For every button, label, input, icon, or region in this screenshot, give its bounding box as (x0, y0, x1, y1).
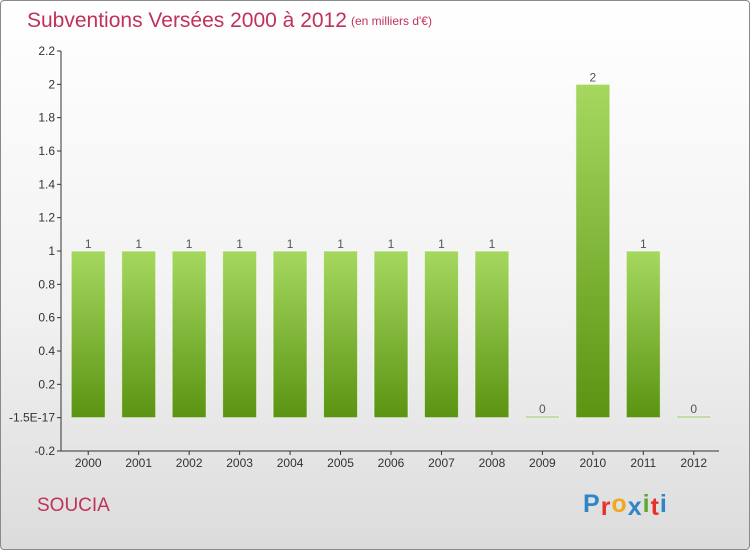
data-label-2008: 1 (489, 237, 496, 251)
y-tick-label: -0.2 (34, 444, 55, 458)
x-tick-label-2006: 2006 (378, 456, 405, 470)
logo-letter: P (583, 490, 601, 518)
data-label-2006: 1 (388, 237, 395, 251)
bar-2007 (423, 250, 459, 419)
y-tick-label: 1.2 (38, 211, 55, 225)
commune-name: SOUCIA (37, 495, 110, 516)
chart-subtitle: (en milliers d'€) (351, 14, 432, 28)
bar-2005 (323, 250, 359, 419)
bar-2001 (121, 250, 157, 419)
logo-letter: o (611, 490, 628, 518)
data-label-2003: 1 (236, 237, 243, 251)
logo-letter: r (600, 493, 612, 521)
chart-title: Subventions Versées 2000 à 2012 (27, 9, 347, 32)
x-tick-label-2010: 2010 (579, 456, 606, 470)
logo-letter: i (642, 490, 651, 518)
y-tick-label: 0.2 (38, 377, 55, 391)
logo-letter: t (650, 493, 660, 521)
logo-letter: x (627, 493, 643, 521)
x-tick-label-2008: 2008 (479, 456, 506, 470)
y-tick-label: 0.6 (38, 311, 55, 325)
y-tick-label: 0.4 (38, 344, 55, 358)
data-label-2007: 1 (438, 237, 445, 251)
y-tick-label: 1.4 (38, 177, 55, 191)
bar-2009 (524, 415, 560, 419)
x-tick-label-2007: 2007 (428, 456, 455, 470)
x-tick-label-2000: 2000 (75, 456, 102, 470)
x-tick-label-2005: 2005 (327, 456, 354, 470)
bar-2003 (222, 250, 258, 419)
data-label-2000: 1 (85, 237, 92, 251)
bar-2011 (625, 250, 661, 419)
data-label-2012: 0 (690, 402, 697, 416)
x-tick-label-2002: 2002 (176, 456, 203, 470)
y-tick-label: 2 (48, 77, 55, 91)
bar-2006 (373, 250, 409, 419)
y-tick-label: 1.6 (38, 144, 55, 158)
x-tick-label-2012: 2012 (680, 456, 707, 470)
bar-2008 (474, 250, 510, 419)
bar-2010 (575, 83, 611, 419)
x-tick-label-2004: 2004 (277, 456, 304, 470)
bar-2000 (70, 250, 106, 419)
proxiti-logo: Proxiti (583, 490, 668, 521)
x-tick-label-2009: 2009 (529, 456, 556, 470)
x-tick-label-2001: 2001 (125, 456, 152, 470)
y-tick-label: 2.2 (38, 44, 55, 58)
data-label-2004: 1 (287, 237, 294, 251)
data-label-2009: 0 (539, 402, 546, 416)
x-tick-label-2003: 2003 (226, 456, 253, 470)
y-tick-label: 0.8 (38, 277, 55, 291)
y-tick-label: -1.5E-17 (9, 411, 55, 425)
data-label-2005: 1 (337, 237, 344, 251)
bar-2012 (676, 415, 712, 419)
bar-2004 (272, 250, 308, 419)
bar-2002 (171, 250, 207, 419)
data-label-2001: 1 (135, 237, 142, 251)
data-label-2010: 2 (590, 70, 597, 84)
x-tick-label-2011: 2011 (630, 456, 656, 470)
data-label-2002: 1 (186, 237, 193, 251)
y-tick-label: 1.8 (38, 111, 55, 125)
logo-letter: i (659, 490, 668, 518)
data-label-2011: 1 (640, 237, 647, 251)
y-tick-label: 1 (48, 244, 55, 258)
